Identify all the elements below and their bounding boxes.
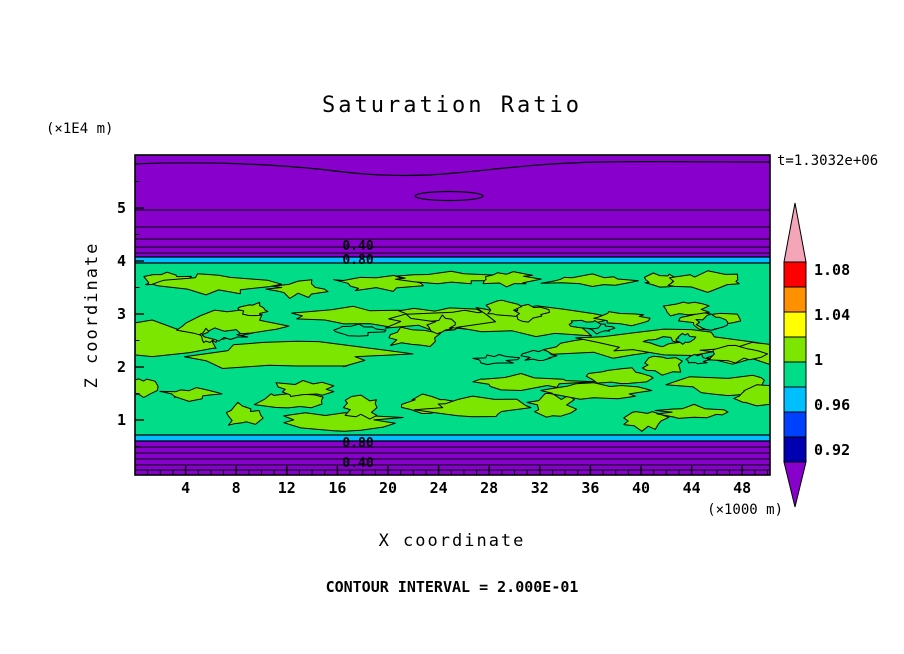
- colorbar: 1.08 1.04 1 0.96 0.92: [783, 202, 850, 508]
- x-tick-label: 28: [480, 479, 498, 497]
- x-tick-label: 36: [581, 479, 599, 497]
- colorbar-arrow-up: [783, 202, 807, 263]
- x-tick-label: 16: [328, 479, 346, 497]
- contour-patch: [642, 336, 681, 348]
- contour-patch: [472, 373, 596, 391]
- contour-patch: [472, 354, 521, 366]
- contour-patch: [482, 271, 542, 288]
- contour-patch: [593, 311, 651, 327]
- contour-patch: [388, 326, 442, 347]
- colorbar-segment-spring-green: [783, 361, 807, 388]
- contour-patch: [414, 395, 532, 418]
- contour-patch: [540, 382, 653, 400]
- region-transition-bottom-cyan: [135, 435, 770, 441]
- contour-patch: [568, 319, 602, 330]
- colorbar-tick-label: 0.92: [814, 441, 850, 459]
- y-tick-label: 5: [117, 199, 126, 217]
- colorbar-tick-label: 1.04: [814, 306, 850, 324]
- x-tick-label: 4: [181, 479, 190, 497]
- contour-patch: [485, 299, 523, 317]
- contour-patch: [540, 273, 639, 287]
- colorbar-segment-yellow: [783, 311, 807, 338]
- contour-patch: [641, 355, 683, 376]
- x-tick-label: 24: [430, 479, 448, 497]
- y-tick-label: 2: [117, 358, 126, 376]
- contour-patch: [159, 387, 223, 402]
- contour-label-top-080: 0.80: [342, 253, 373, 268]
- y-tick-label: 1: [117, 411, 126, 429]
- x-tick-label: 8: [232, 479, 241, 497]
- contour-line-labels: 0.40 0.80 0.80 0.40: [342, 239, 373, 471]
- supersaturated-patches: [136, 270, 769, 432]
- contour-patch: [695, 313, 729, 331]
- x-axis-unit: (×1000 m): [707, 502, 783, 518]
- chart-title: Saturation Ratio: [322, 93, 582, 118]
- contour-patch: [184, 340, 414, 369]
- contour-patch: [585, 367, 654, 385]
- contour-patch: [643, 272, 678, 288]
- x-tick-label: 12: [278, 479, 296, 497]
- y-axis-label: Z coordinate: [82, 242, 102, 389]
- colorbar-segment-navy: [783, 436, 807, 463]
- colorbar-segment-red: [783, 261, 807, 288]
- contour-patch: [426, 314, 456, 335]
- contour-closed-ellipse: [414, 190, 484, 202]
- y-axis-unit: (×1E4 m): [46, 121, 113, 137]
- contour-patch: [201, 327, 249, 342]
- colorbar-tick-label: 1: [814, 351, 823, 369]
- x-axis-ticks: 4 8 12 16 20 24 28 32 36 40 44 48: [147, 466, 768, 497]
- colorbar-arrow-down: [783, 461, 807, 508]
- contour-patch: [225, 401, 264, 426]
- x-axis-label: X coordinate: [379, 531, 526, 551]
- contour-patch: [136, 378, 159, 398]
- contour-patch: [151, 273, 282, 296]
- y-tick-label: 4: [117, 252, 126, 270]
- colorbar-tick-label: 0.96: [814, 396, 850, 414]
- contour-patch: [275, 380, 335, 397]
- plot-area: [134, 154, 771, 476]
- contour-patch: [526, 392, 578, 418]
- region-transition-top-cyan: [135, 257, 770, 263]
- contour-label-bottom-040: 0.40: [342, 456, 373, 471]
- x-tick-label: 40: [632, 479, 650, 497]
- contour-patch: [520, 349, 558, 361]
- colorbar-segment-orange: [783, 286, 807, 313]
- time-label: t=1.3032e+06: [777, 153, 878, 169]
- colorbar-segment-blue: [783, 411, 807, 438]
- contour-patch: [733, 384, 769, 407]
- contour-patch: [708, 344, 768, 364]
- x-tick-label: 32: [531, 479, 549, 497]
- contour-patch: [675, 333, 697, 345]
- contour-patch: [654, 403, 729, 419]
- y-tick-label: 3: [117, 305, 126, 323]
- contour-patch: [667, 270, 740, 293]
- x-tick-label: 20: [379, 479, 397, 497]
- colorbar-tick-label: 1.08: [814, 261, 850, 279]
- contour-patch: [623, 411, 670, 432]
- contour-patch: [343, 394, 378, 420]
- contour-patch: [394, 270, 511, 285]
- colorbar-segment-cyan: [783, 386, 807, 413]
- x-tick-label: 44: [683, 479, 701, 497]
- plot-border: [134, 154, 771, 476]
- contour-patch: [265, 279, 329, 299]
- contour-interval-note: CONTOUR INTERVAL = 2.000E-01: [326, 578, 579, 596]
- x-tick-label: 48: [733, 479, 751, 497]
- contour-patch: [662, 301, 710, 317]
- y-axis-ticks: 1 2 3 4 5: [117, 181, 144, 447]
- contour-patch: [333, 323, 387, 337]
- contour-label-bottom-080: 0.80: [342, 436, 373, 451]
- contour-line-top-wavy: [134, 160, 771, 177]
- contour-patch: [685, 353, 711, 365]
- contour-label-top-040: 0.40: [342, 239, 373, 254]
- contour-patch: [237, 301, 269, 317]
- colorbar-segment-chartreuse: [783, 336, 807, 363]
